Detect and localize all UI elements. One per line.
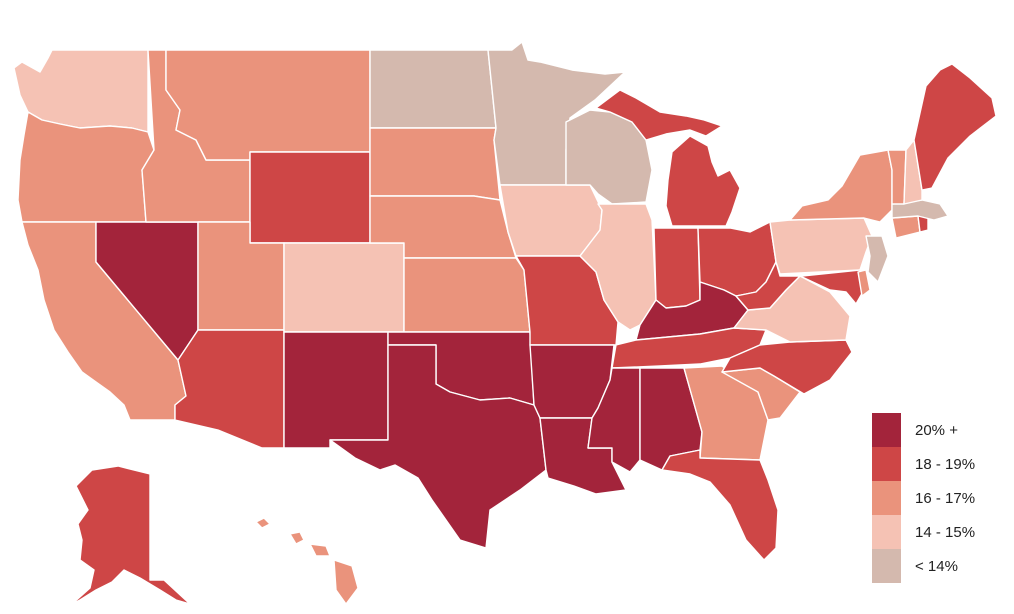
legend-label: 20% +: [915, 421, 958, 439]
legend-swatch: [872, 413, 901, 447]
state-TN: [611, 327, 767, 369]
legend-label: 16 - 17%: [915, 489, 976, 507]
legend: 20% + 18 - 19% 16 - 17% 14 - 15% < 14%: [872, 413, 1002, 583]
legend-label: 18 - 19%: [915, 455, 976, 473]
state-NH: [903, 139, 923, 205]
legend-row: < 14%: [872, 549, 1002, 583]
legend-label: < 14%: [915, 557, 958, 575]
legend-swatch: [872, 515, 901, 549]
state-PA: [769, 217, 873, 275]
state-IL: [579, 203, 657, 331]
state-MI-lower: [665, 135, 741, 227]
state-ME: [913, 63, 997, 191]
legend-label: 14 - 15%: [915, 523, 976, 541]
state-KS: [403, 257, 531, 333]
state-ND: [369, 49, 497, 129]
legend-row: 20% +: [872, 413, 1002, 447]
state-NY: [789, 149, 893, 223]
state-VT: [887, 149, 907, 205]
state-IA: [499, 184, 603, 257]
state-AZ: [174, 329, 285, 449]
state-DE: [857, 269, 871, 297]
state-AK: [71, 465, 191, 605]
state-NC: [721, 339, 853, 395]
state-HI-1: [255, 517, 271, 529]
state-TX: [329, 344, 547, 549]
state-CO: [283, 242, 405, 333]
state-WY: [249, 151, 371, 244]
state-MI-upper: [595, 89, 723, 141]
legend-swatch: [872, 447, 901, 481]
state-HI-4: [333, 559, 359, 605]
state-NJ: [865, 235, 889, 283]
state-HI-3: [309, 543, 331, 557]
state-NM: [283, 331, 389, 449]
state-CT: [891, 215, 921, 239]
legend-row: 14 - 15%: [872, 515, 1002, 549]
state-OR: [17, 111, 155, 223]
legend-swatch: [872, 481, 901, 515]
legend-row: 18 - 19%: [872, 447, 1002, 481]
state-FL: [661, 449, 779, 561]
legend-swatch: [872, 549, 901, 583]
state-MA: [891, 199, 949, 221]
state-IN: [653, 227, 701, 309]
state-HI-2: [289, 531, 305, 545]
state-MN: [487, 41, 626, 186]
state-SD: [369, 127, 501, 201]
legend-row: 16 - 17%: [872, 481, 1002, 515]
